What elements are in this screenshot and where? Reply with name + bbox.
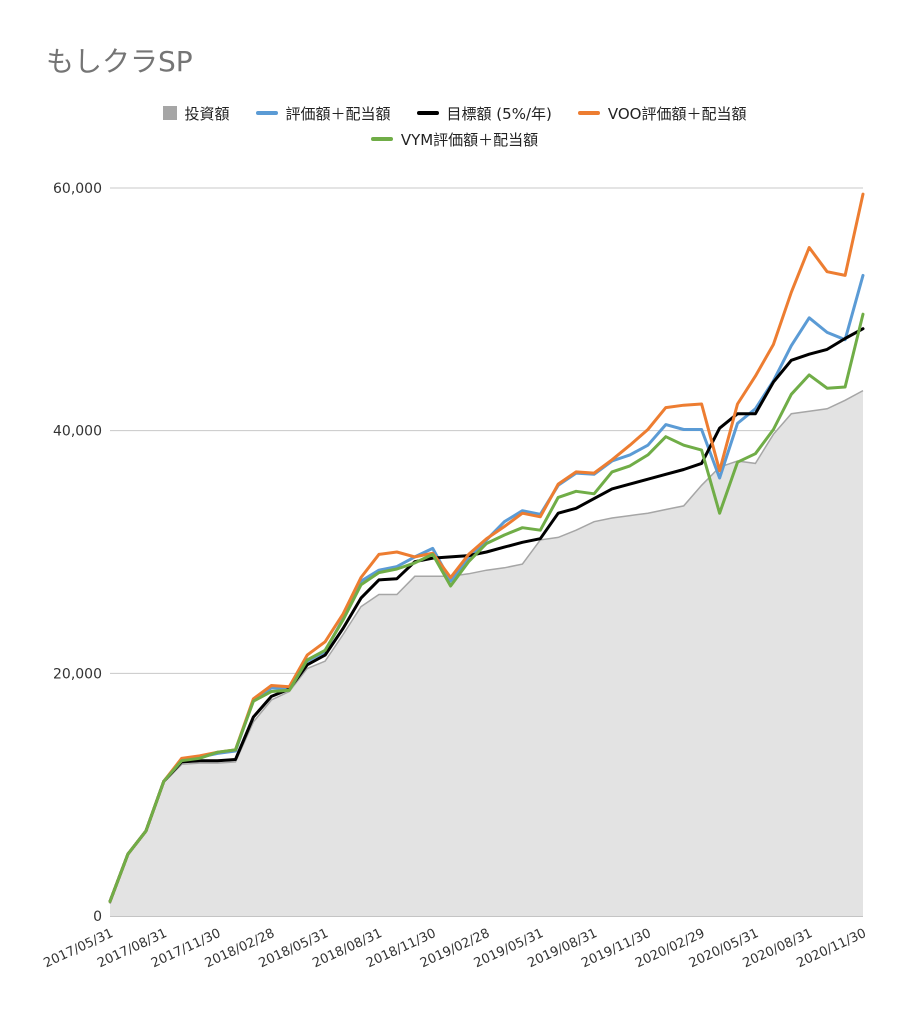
y-tick-label: 0 [93, 909, 102, 925]
legend-row-1: 投資額 評価額＋配当額 目標額 (5%/年) VOO評価額＋配当額 [0, 100, 909, 126]
legend-item-valuation: 評価額＋配当額 [255, 103, 391, 124]
legend: 投資額 評価額＋配当額 目標額 (5%/年) VOO評価額＋配当額 VYM評価額… [0, 100, 909, 152]
series-line-4 [108, 312, 865, 903]
legend-swatch-voo [577, 111, 600, 115]
legend-item-vym: VYM評価額＋配当額 [370, 129, 539, 150]
legend-swatch-valuation [255, 111, 278, 115]
y-tick-label: 60,000 [53, 181, 102, 197]
legend-swatch-vym [370, 137, 393, 141]
legend-label-valuation: 評価額＋配当額 [285, 104, 391, 123]
legend-swatch-target [416, 111, 439, 115]
series-area-0 [110, 390, 863, 917]
legend-row-2: VYM評価額＋配当額 [0, 126, 909, 152]
legend-label-voo: VOO評価額＋配当額 [607, 104, 747, 123]
legend-swatch-investment [162, 106, 177, 120]
chart-title: もしクラSP [46, 45, 193, 78]
legend-item-target: 目標額 (5%/年) [416, 103, 552, 124]
legend-item-investment: 投資額 [162, 103, 230, 124]
y-tick-label: 40,000 [53, 424, 102, 440]
y-tick-label: 20,000 [53, 666, 102, 682]
legend-label-investment: 投資額 [184, 104, 230, 123]
legend-item-voo: VOO評価額＋配当額 [577, 103, 747, 124]
legend-label-vym: VYM評価額＋配当額 [400, 130, 539, 149]
series-line-2 [108, 327, 865, 903]
legend-label-target: 目標額 (5%/年) [446, 104, 552, 123]
